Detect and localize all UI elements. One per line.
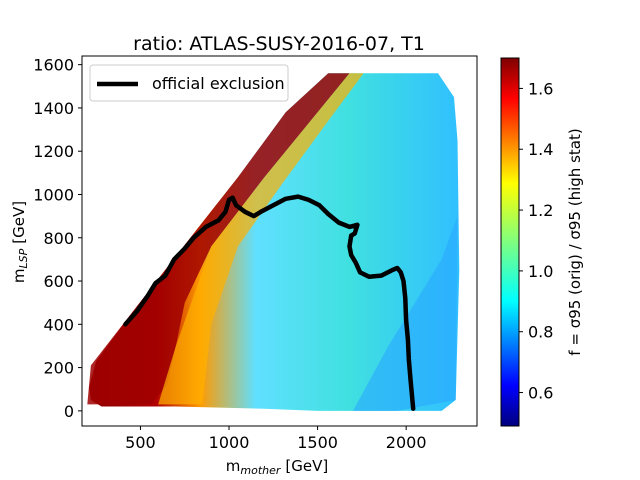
series-layer (123, 194, 416, 411)
colorbar-tick-label: 1.2 (528, 201, 553, 220)
colorbar-ticks: 0.6 0.8 1.0 1.2 1.4 1.6 (519, 79, 553, 403)
colorbar-tick-label: 0.6 (528, 384, 553, 403)
colorbar-label: f = σ95 (orig) / σ95 (high stat) (566, 128, 584, 355)
y-tick-label: 600 (43, 272, 74, 291)
colorbar-tick-label: 0.8 (528, 323, 553, 342)
colorbar-tick-label: 1.6 (528, 79, 553, 98)
legend-label-official-exclusion: official exclusion (152, 74, 285, 93)
y-tick-label: 1400 (33, 99, 74, 118)
colorbar-bar (500, 57, 520, 427)
heatmap-mid-band (158, 73, 364, 405)
series-line-0 (123, 194, 416, 411)
y-tick-label: 1200 (33, 142, 74, 161)
x-tick-label: 500 (125, 433, 156, 452)
plot-frame (81, 55, 478, 427)
y-tick-label: 1600 (33, 56, 74, 75)
legend-box (89, 64, 289, 102)
x-axis-ticks: 500 1000 1500 2000 (125, 426, 427, 452)
x-axis-label: mmother [GeV] (226, 457, 328, 477)
heatmap-region (87, 73, 460, 411)
heatmap-high-band (87, 73, 350, 405)
y-tick-label: 1000 (33, 185, 74, 204)
legend: official exclusion (89, 64, 289, 102)
colorbar: 0.6 0.8 1.0 1.2 1.4 1.6 f = σ95 (orig) / σ95 … (500, 57, 584, 427)
chart-title: ratio: ATLAS-SUSY-2016-07, T1 (133, 33, 425, 55)
y-tick-label: 0 (64, 402, 74, 421)
x-tick-label: 1500 (297, 433, 338, 452)
y-tick-label: 800 (43, 229, 74, 248)
y-tick-label: 200 (43, 359, 74, 378)
heatmap-fill (89, 73, 460, 411)
x-tick-label: 1000 (209, 433, 250, 452)
heatmap-low-region (353, 216, 458, 411)
x-tick-label: 2000 (386, 433, 427, 452)
y-axis-label: mLSP[GeV] (10, 201, 30, 283)
colorbar-tick-label: 1.0 (528, 262, 553, 281)
y-tick-label: 400 (43, 315, 74, 334)
colorbar-tick-label: 1.4 (528, 140, 553, 159)
y-axis-ticks: 0 200 400 600 800 1000 1200 1400 1600 (33, 56, 82, 421)
